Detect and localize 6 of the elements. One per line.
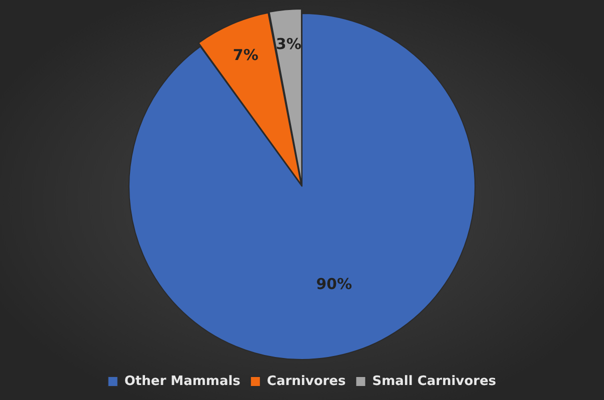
data-label: 7% [232,46,258,64]
legend-label: Carnivores [266,374,346,389]
data-label: 90% [316,275,352,294]
legend-label: Other Mammals [124,374,241,389]
legend-label: Small Carnivores [372,374,496,389]
data-label: 3% [276,35,302,54]
